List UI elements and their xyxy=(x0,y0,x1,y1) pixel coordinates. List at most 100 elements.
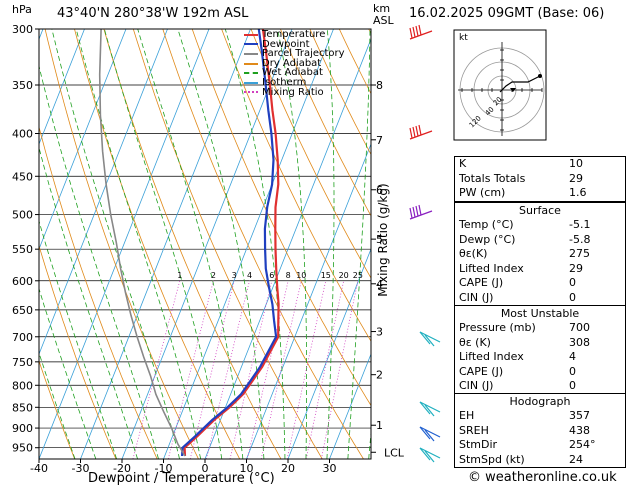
surface-row: Temp (°C) -5.1 xyxy=(455,218,625,233)
mixing-ratio-line xyxy=(189,280,235,459)
legend-swatch xyxy=(244,91,258,94)
most-unstable-label: θε (K) xyxy=(459,335,491,349)
legend-swatch xyxy=(244,62,258,65)
height-tick-label: 1 xyxy=(376,419,383,432)
legend-item: Dry Adiabat xyxy=(244,58,345,69)
surface-label: Dewp (°C) xyxy=(459,232,516,246)
hodograph-stat-row: StmDir 254° xyxy=(455,438,625,453)
height-unit: km ASL xyxy=(373,3,394,27)
surface-value: 0 xyxy=(569,276,576,290)
most-unstable-label: CAPE (J) xyxy=(459,364,504,378)
most-unstable-value: 4 xyxy=(569,350,576,364)
wind-barb-flag xyxy=(419,447,431,461)
legend-item: Temperature xyxy=(244,30,345,40)
surface-row: CIN (J) 0 xyxy=(455,291,625,306)
most-unstable-label: Pressure (mb) xyxy=(459,321,536,334)
mixing-ratio-line xyxy=(167,280,214,459)
wind-barb xyxy=(409,124,433,140)
wind-barb-flag xyxy=(419,426,431,440)
wet-adiabat-line xyxy=(75,29,202,459)
legend-swatch xyxy=(244,43,258,46)
wet-adiabat-line xyxy=(39,64,159,459)
mixing-ratio-label: 25 xyxy=(353,271,363,280)
wind-barb-flag xyxy=(412,126,416,138)
pressure-tick-label: 800 xyxy=(12,379,33,392)
wet-adiabat-line xyxy=(137,29,244,459)
wet-adiabat-line xyxy=(39,219,118,459)
most-unstable-row: CAPE (J) 0 xyxy=(455,365,625,380)
legend-label: Dewpoint xyxy=(262,38,310,50)
legend-label: Mixing Ratio xyxy=(262,86,324,98)
mixing-ratio-label: 6 xyxy=(269,271,274,280)
height-tick-label: 3 xyxy=(376,326,383,339)
wet-adiabat-line xyxy=(347,29,371,459)
surface-row: CAPE (J) 0 xyxy=(455,276,625,291)
temperature-tick-label: 20 xyxy=(281,462,295,475)
hodograph-stat-label: EH xyxy=(459,409,475,422)
wet-adiabat-line xyxy=(39,146,138,459)
most-unstable-title: Most Unstable xyxy=(500,307,580,320)
legend-label: Isotherm xyxy=(262,76,307,88)
wind-barb-flag xyxy=(424,404,435,417)
surface-value: 275 xyxy=(569,247,590,261)
wind-barb-flag xyxy=(419,331,431,345)
wind-barb-flag xyxy=(424,429,435,442)
hodograph-title: Hodograph xyxy=(509,395,571,408)
most-unstable-value: 308 xyxy=(569,335,590,349)
wind-barb xyxy=(409,204,433,220)
pressure-tick-label: 500 xyxy=(12,209,33,222)
legend-swatch xyxy=(244,81,258,84)
surface-label: CAPE (J) xyxy=(459,276,504,290)
surface-row: Dewp (°C) -5.8 xyxy=(455,233,625,248)
wind-barb-flag xyxy=(409,127,413,139)
isotherm-line xyxy=(329,352,371,459)
mixing-ratio-label: 15 xyxy=(321,271,331,280)
temperature-tick-label: -20 xyxy=(113,462,131,475)
index-label: PW (cm) xyxy=(459,186,506,200)
legend-swatch xyxy=(244,52,258,55)
wind-barb xyxy=(419,447,441,463)
hodograph-stat-label: SREH xyxy=(459,423,489,437)
copyright-text: © weatheronline.co.uk xyxy=(468,470,617,485)
pressure-tick-label: 650 xyxy=(12,304,33,317)
legend-label: Wet Adiabat xyxy=(262,67,323,79)
temperature-tick-label: -40 xyxy=(30,462,48,475)
wet-adiabat-line xyxy=(277,29,307,459)
index-value: 29 xyxy=(569,171,583,185)
wet-adiabat-line xyxy=(104,29,223,459)
pressure-tick-label: 550 xyxy=(12,243,33,256)
wet-adiabat-line xyxy=(39,287,97,459)
most-unstable-row: CIN (J) 0 xyxy=(455,379,625,394)
pressure-tick-label: 750 xyxy=(12,356,33,369)
legend-item: Mixing Ratio xyxy=(244,86,345,98)
temperature-tick-label: -10 xyxy=(155,462,173,475)
chart-legend: Temperature Dewpoint Parcel Trajectory Dry … xyxy=(244,30,345,97)
most-unstable-panel: Most Unstable Pressure (mb) 700 θε (K) 308 L… xyxy=(454,305,626,395)
hodograph-stat-value: 254° xyxy=(569,438,596,452)
temperature-tick-label: 10 xyxy=(240,462,254,475)
most-unstable-value: 0 xyxy=(569,379,576,393)
indices-panel: K 10 Totals Totals 29 PW (cm) 1.6 xyxy=(454,156,626,202)
mixing-ratio-line xyxy=(206,280,250,459)
wet-adiabat-line xyxy=(326,29,335,459)
legend-swatch xyxy=(244,33,258,36)
surface-label: Lifted Index xyxy=(459,261,524,275)
wind-barb-flag xyxy=(415,205,419,217)
wet-adiabat-line xyxy=(51,29,180,459)
wind-barb-flag xyxy=(418,204,422,216)
y-axis-label: Mixing Ratio (g/kg) xyxy=(376,183,390,297)
wind-barb-flag xyxy=(418,124,422,136)
hodograph-end xyxy=(538,74,542,78)
wind-barb xyxy=(419,401,441,417)
index-row: K 10 xyxy=(455,157,625,172)
most-unstable-value: 700 xyxy=(569,321,590,334)
hodograph-stat-label: StmDir xyxy=(459,438,498,452)
surface-value: -5.8 xyxy=(569,232,591,246)
pressure-tick-label: 450 xyxy=(12,170,33,183)
mixing-ratio-line xyxy=(229,280,273,459)
hodograph-stat-row: StmSpd (kt) 24 xyxy=(455,453,625,468)
isotherm-line xyxy=(39,29,127,251)
wind-barb xyxy=(409,24,433,40)
dry-adiabat-line xyxy=(162,29,364,459)
hodograph-panel: Hodograph EH 357 SREH 438 StmDir 254° StmSpd (… xyxy=(454,393,626,469)
